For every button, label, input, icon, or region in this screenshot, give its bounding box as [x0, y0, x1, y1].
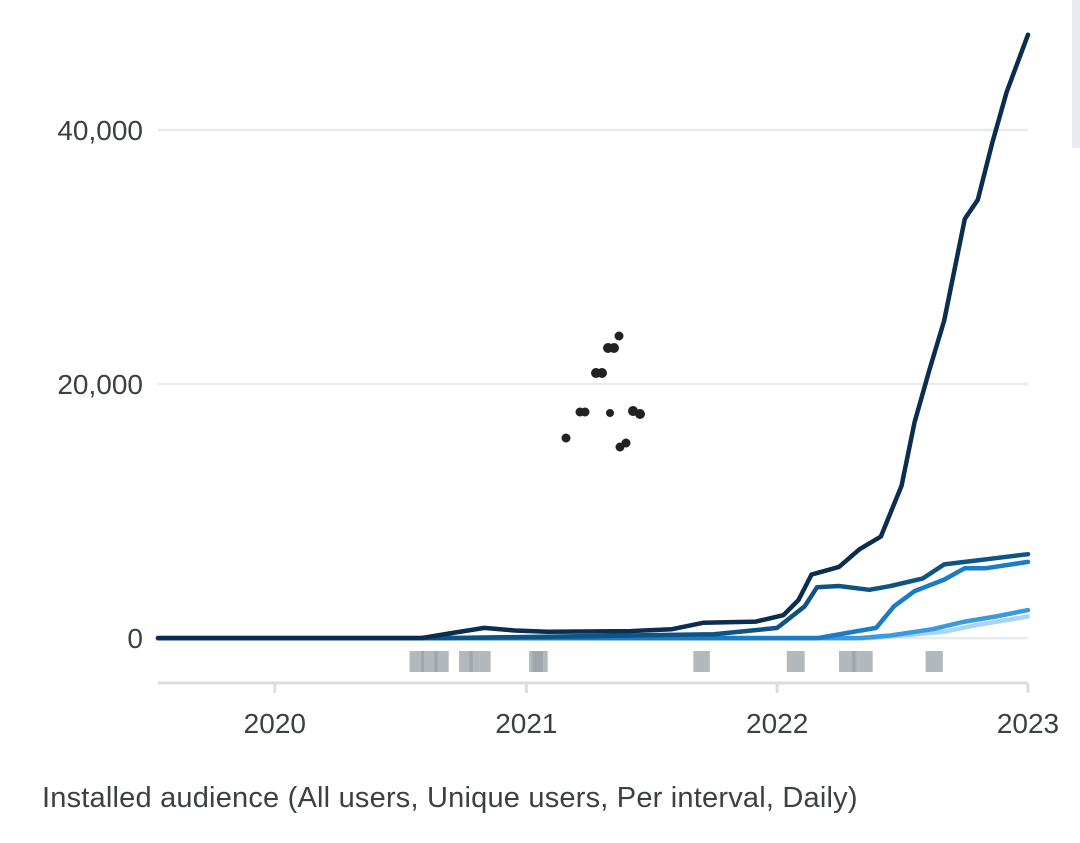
y-tick-label: 0 — [127, 623, 143, 654]
series-line[interactable] — [155, 607, 1031, 641]
event-marker[interactable] — [925, 651, 943, 672]
y-axis-tick-labels: 0 20,000 40,000 — [57, 115, 143, 654]
x-tick-label: 2021 — [495, 708, 557, 739]
x-tick-label: 2023 — [997, 708, 1059, 739]
chart-caption: Installed audience (All users, Unique us… — [42, 782, 858, 814]
event-marker[interactable] — [469, 651, 480, 672]
y-tick-label: 40,000 — [57, 115, 143, 146]
event-marker[interactable] — [839, 651, 856, 672]
y-tick-label: 20,000 — [57, 369, 143, 400]
event-marker[interactable] — [532, 651, 548, 672]
event-marker[interactable] — [786, 651, 805, 672]
x-tick-label: 2022 — [746, 708, 808, 739]
event-marker[interactable] — [693, 651, 710, 672]
event-marker[interactable] — [479, 651, 491, 672]
loading-spinner-icon — [561, 331, 645, 452]
gridlines — [158, 128, 1028, 640]
event-marker[interactable] — [859, 651, 873, 672]
event-marker[interactable] — [434, 651, 449, 672]
series-lines[interactable] — [155, 32, 1031, 641]
event-marker[interactable] — [852, 651, 860, 672]
scrollbar[interactable] — [1072, 0, 1080, 148]
series-line[interactable] — [155, 32, 1031, 641]
x-tick-label: 2020 — [244, 708, 306, 739]
event-marker[interactable] — [409, 651, 424, 672]
series-line[interactable] — [155, 551, 1031, 641]
series-line[interactable] — [155, 559, 1031, 641]
event-marker[interactable] — [421, 651, 438, 672]
event-markers[interactable] — [409, 651, 943, 672]
x-axis-tick-labels: 2020 2021 2022 2023 — [244, 708, 1059, 739]
x-axis — [158, 681, 1030, 693]
